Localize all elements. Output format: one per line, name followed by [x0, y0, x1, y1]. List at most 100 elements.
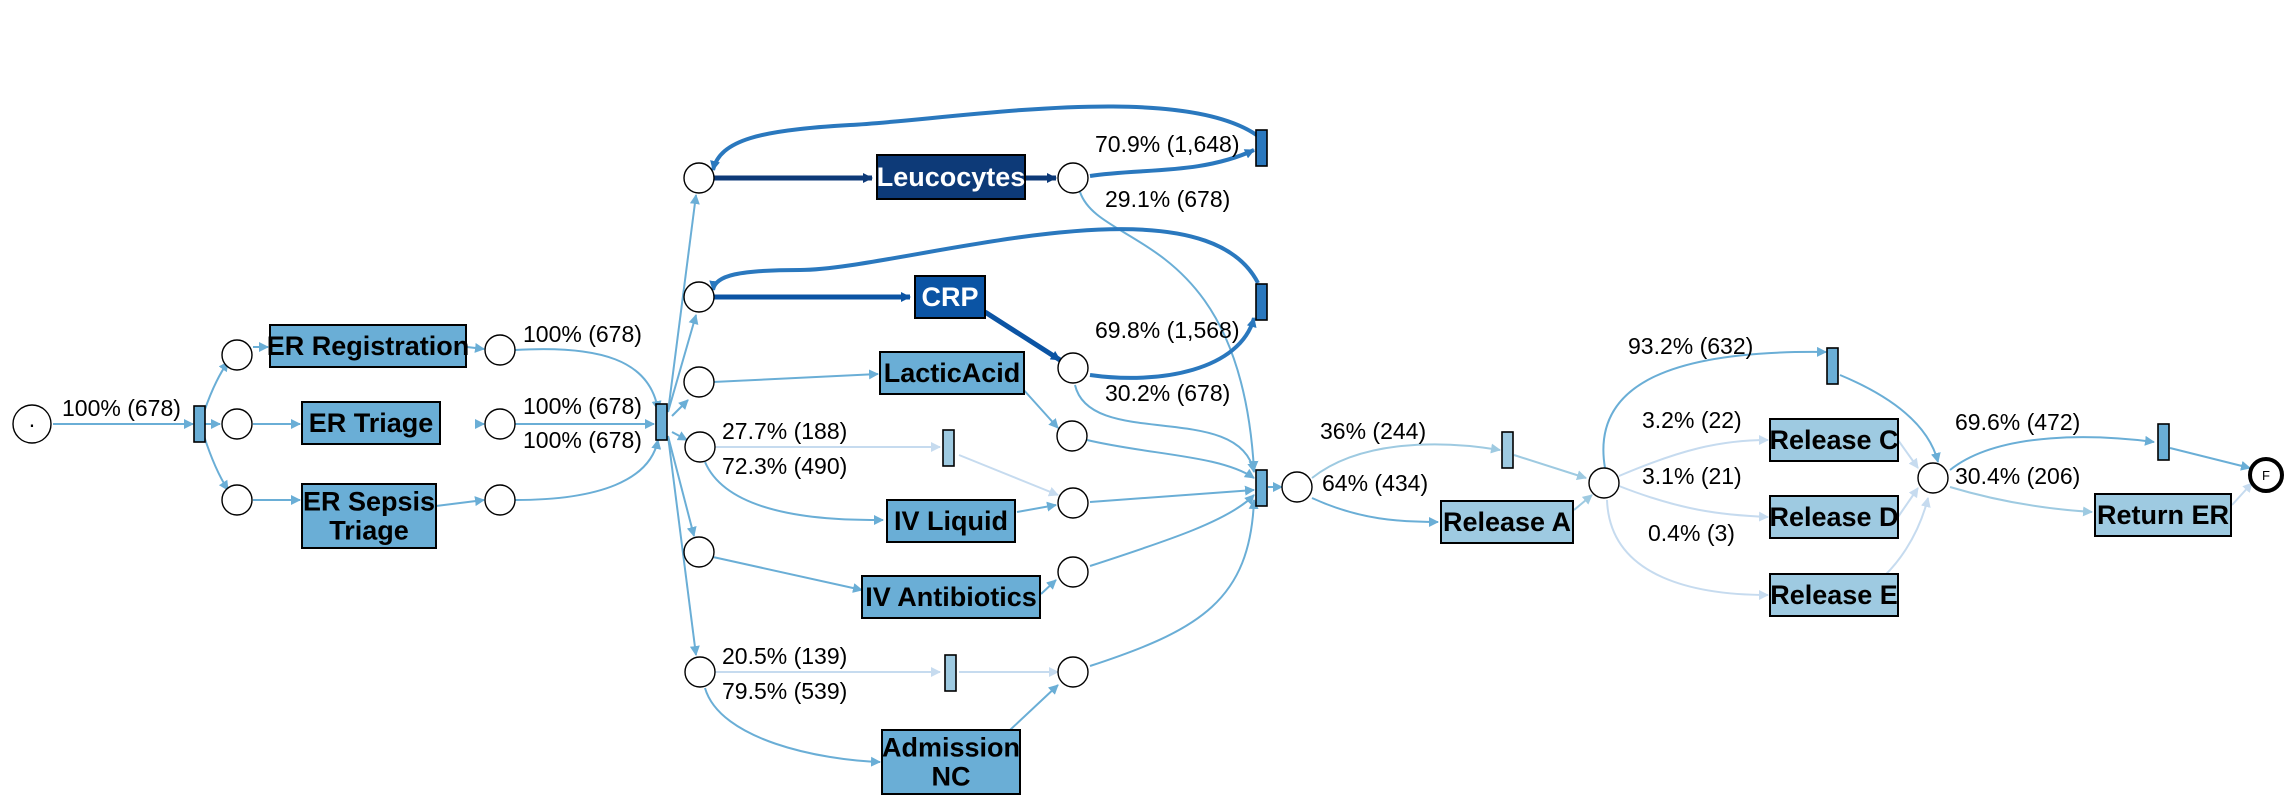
edge [667, 194, 700, 413]
edge [514, 348, 662, 411]
activity-release-a[interactable]: Release A [1440, 500, 1574, 544]
edge [712, 556, 863, 593]
activity-label: IV Liquid [894, 506, 1008, 536]
edge-label: 72.3% (490) [722, 453, 847, 479]
activity-box [876, 154, 1026, 200]
activity-box [881, 729, 1021, 795]
edge [203, 435, 229, 491]
silent-transition [1255, 129, 1268, 167]
edge [1618, 485, 1769, 522]
activity-label: IV Antibiotics [865, 582, 1037, 612]
place [484, 334, 516, 366]
silent-transition [942, 429, 955, 467]
activity-label: CRP [921, 282, 978, 312]
activity-label: Admission [882, 733, 1020, 763]
activity-label: Release A [1443, 507, 1571, 537]
activity-er-triage[interactable]: ER Triage [301, 401, 441, 445]
edge [1513, 454, 1587, 481]
activity-iv-liquid[interactable]: IV Liquid [886, 499, 1016, 543]
edge [203, 361, 229, 413]
edge [704, 687, 881, 767]
activity-label: Release C [1769, 425, 1898, 455]
start-place-mark: · [28, 411, 36, 437]
activity-lacticacid[interactable]: LacticAcid [879, 351, 1025, 395]
activity-return-er[interactable]: Return ER [2094, 493, 2232, 537]
place [1056, 420, 1088, 452]
edge-label: 100% (678) [523, 321, 642, 347]
place [1057, 487, 1089, 519]
activity-box [1769, 495, 1899, 539]
edge [1074, 384, 1258, 473]
activity-release-c[interactable]: Release C [1769, 418, 1899, 462]
edge-label: 100% (678) [523, 427, 642, 453]
silent-transition [1501, 431, 1514, 469]
activity-release-d[interactable]: Release D [1769, 495, 1899, 539]
edge [1089, 494, 1255, 567]
edge [1311, 443, 1501, 479]
place [221, 484, 253, 516]
edge-label: 0.4% (3) [1648, 520, 1735, 546]
activity-label: LacticAcid [884, 358, 1021, 388]
edge [1089, 485, 1255, 503]
edge-label: 100% (678) [62, 395, 181, 421]
edge [712, 369, 879, 383]
place [484, 408, 516, 440]
edge [435, 496, 485, 507]
edge-labels: 100% (678) 100% (678) 100% (678) 100% (6… [62, 131, 2080, 704]
activity-box [2094, 493, 2232, 537]
edge [710, 104, 1260, 171]
edge [1311, 497, 1439, 527]
activity-label: Release E [1770, 580, 1898, 610]
edge [709, 227, 1260, 291]
activity-crp[interactable]: CRP [914, 275, 986, 319]
edge [667, 314, 699, 413]
place [684, 656, 716, 688]
edge [1602, 346, 1827, 469]
place [1057, 162, 1089, 194]
activity-box [1440, 500, 1574, 544]
activity-label: Release D [1769, 502, 1898, 532]
edge-label: 3.2% (22) [1642, 407, 1742, 433]
edge-label: 64% (434) [1322, 470, 1428, 496]
place [684, 431, 716, 463]
final-place-mark: F [2262, 468, 2270, 483]
activity-label: ER Sepsis [303, 487, 435, 517]
edge [1016, 501, 1057, 513]
edge-label: 69.6% (472) [1955, 409, 2080, 435]
silent-transition [1826, 347, 1839, 385]
edge-label: 79.5% (539) [722, 678, 847, 704]
silent-transition [1255, 469, 1268, 507]
edge [1089, 148, 1255, 178]
activity-iv-antibiotics[interactable]: IV Antibiotics [861, 575, 1041, 619]
edge [1089, 499, 1259, 667]
edge [958, 454, 1059, 497]
activity-label: NC [932, 762, 971, 792]
activity-label: Return ER [2097, 500, 2229, 530]
place [221, 339, 253, 371]
edge-label: 30.2% (678) [1105, 380, 1230, 406]
edge [1897, 487, 1919, 518]
edge-label: 69.8% (1,568) [1095, 317, 1239, 343]
edge [1021, 387, 1059, 429]
edge [2169, 447, 2251, 471]
edge [1606, 499, 1769, 600]
place [683, 162, 715, 194]
edge-label: 100% (678) [523, 393, 642, 419]
silent-transition [1255, 283, 1268, 321]
activity-release-e[interactable]: Release E [1769, 573, 1899, 617]
edge [1949, 435, 2155, 471]
activity-leucocytes[interactable]: Leucocytes [876, 154, 1026, 200]
edge [704, 461, 884, 525]
activity-label: ER Registration [267, 331, 470, 361]
places: · F [12, 162, 2284, 688]
edge-label: 93.2% (632) [1628, 333, 1753, 359]
silent-transition [193, 405, 206, 443]
activity-er-registration[interactable]: ER Registration [267, 324, 470, 368]
place [1281, 471, 1313, 503]
edge [667, 435, 700, 656]
edge-label: 27.7% (188) [722, 418, 847, 444]
edge [1086, 439, 1255, 479]
